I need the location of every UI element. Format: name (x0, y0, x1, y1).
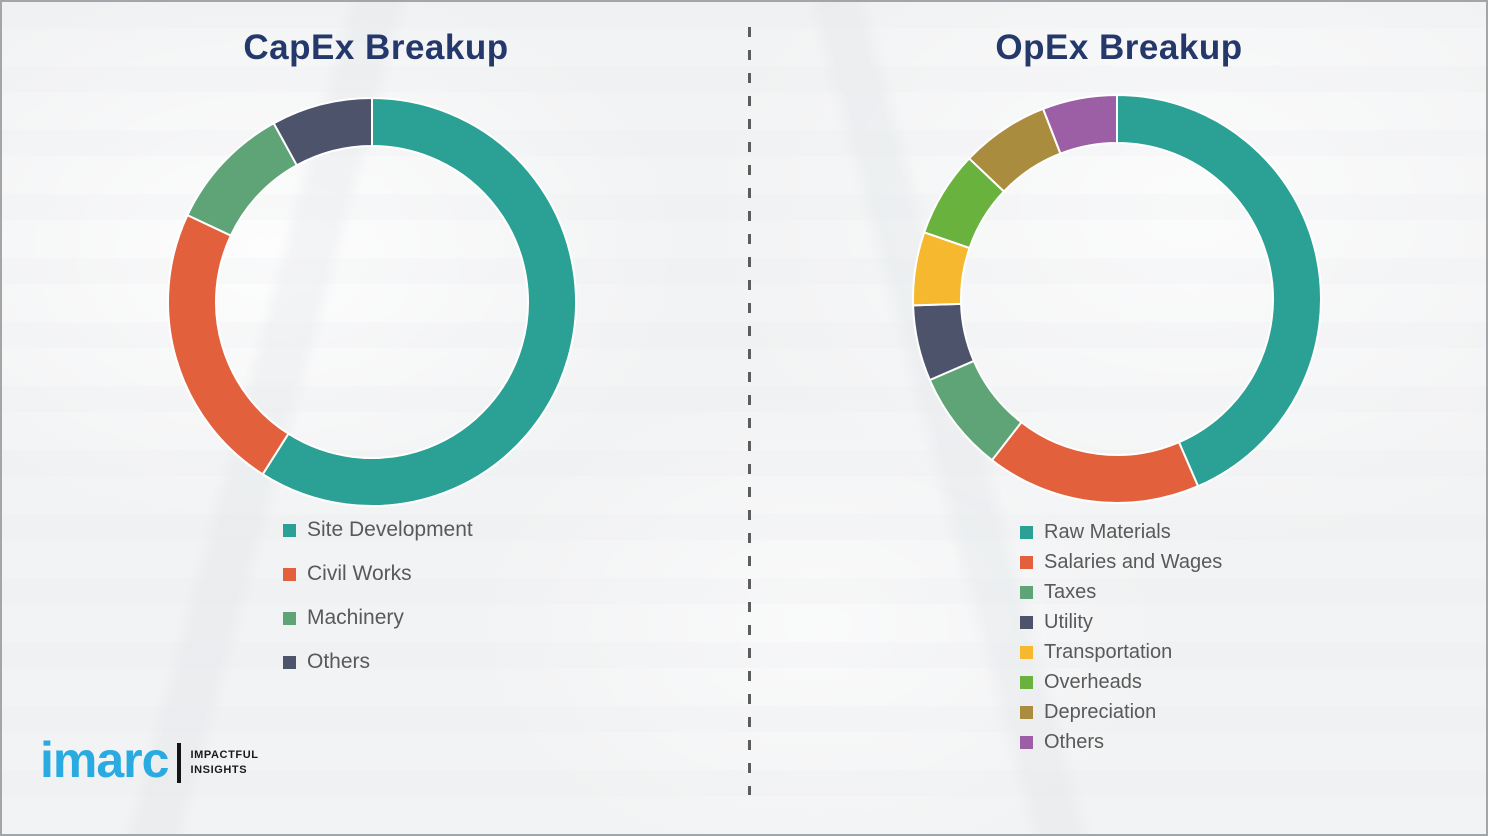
donut-segment-others (1042, 94, 1118, 155)
legend-label: Others (307, 650, 371, 673)
capex-chart-title: CapEx Breakup (243, 28, 509, 67)
legend-item-civil-works: Civil Works (283, 562, 473, 586)
legend-label: Depreciation (1044, 700, 1157, 723)
legend-swatch-site-development (283, 523, 296, 537)
legend-item-overheads: Overheads (1020, 670, 1222, 694)
donut-segment-civil-works (167, 214, 290, 476)
legend-swatch-transportation (1020, 645, 1033, 659)
legend-label: Overheads (1044, 670, 1142, 693)
capex-donut-chart (167, 97, 577, 507)
legend-item-depreciation: Depreciation (1020, 700, 1222, 724)
donut-segment-raw-materials (1116, 94, 1322, 488)
imarc-tagline-line2: INSIGHTS (190, 764, 248, 776)
legend-swatch-utility (1020, 615, 1033, 629)
opex-legend: Raw Materials Salaries and Wages Taxes Util… (1020, 520, 1222, 760)
legend-item-site-development: Site Development (283, 518, 473, 542)
legend-label: Machinery (307, 606, 404, 629)
opex-donut-chart (912, 94, 1322, 504)
legend-swatch-overheads (1020, 675, 1033, 689)
legend-item-others: Others (283, 650, 473, 674)
legend-label: Salaries and Wages (1044, 550, 1223, 573)
legend-swatch-raw-materials (1020, 525, 1033, 539)
legend-swatch-civil-works (283, 567, 296, 581)
legend-item-taxes: Taxes (1020, 580, 1222, 604)
legend-label: Raw Materials (1044, 520, 1171, 543)
opex-panel: OpEx Breakup Raw Materials Salaries and W… (750, 2, 1486, 834)
legend-label: Site Development (307, 518, 473, 541)
legend-swatch-others (1020, 735, 1033, 749)
legend-item-machinery: Machinery (283, 606, 473, 630)
legend-label: Civil Works (307, 562, 412, 585)
legend-swatch-machinery (283, 611, 296, 625)
legend-swatch-depreciation (1020, 705, 1033, 719)
legend-label: Taxes (1044, 580, 1097, 603)
legend-label: Transportation (1044, 640, 1173, 663)
legend-swatch-salaries-and-wages (1020, 555, 1033, 569)
legend-item-others: Others (1020, 730, 1222, 754)
dashed-divider (748, 27, 751, 795)
imarc-tagline-line1: IMPACTFUL (190, 749, 259, 762)
donut-segment-machinery (186, 122, 298, 237)
imarc-logo: imarc IMPACTFUL INSIGHTS (40, 735, 259, 785)
legend-label: Utility (1044, 610, 1093, 633)
legend-swatch-taxes (1020, 585, 1033, 599)
legend-label: Others (1044, 730, 1105, 753)
imarc-brand-text: imarc (40, 732, 169, 788)
logo-divider-bar (177, 743, 182, 783)
opex-chart-title: OpEx Breakup (995, 28, 1243, 67)
legend-item-raw-materials: Raw Materials (1020, 520, 1222, 544)
legend-item-utility: Utility (1020, 610, 1222, 634)
legend-swatch-others (283, 655, 296, 669)
legend-item-transportation: Transportation (1020, 640, 1222, 664)
capex-legend: Site Development Civil Works Machinery Othe… (283, 518, 473, 694)
capex-panel: CapEx Breakup Site Development Civil Work… (2, 2, 750, 834)
imarc-tagline: IMPACTFUL INSIGHTS (190, 748, 258, 778)
donut-segment-site-development (261, 97, 577, 507)
donut-segment-salaries-and-wages (990, 421, 1200, 504)
donut-segment-others (272, 97, 373, 167)
legend-item-salaries-and-wages: Salaries and Wages (1020, 550, 1222, 574)
